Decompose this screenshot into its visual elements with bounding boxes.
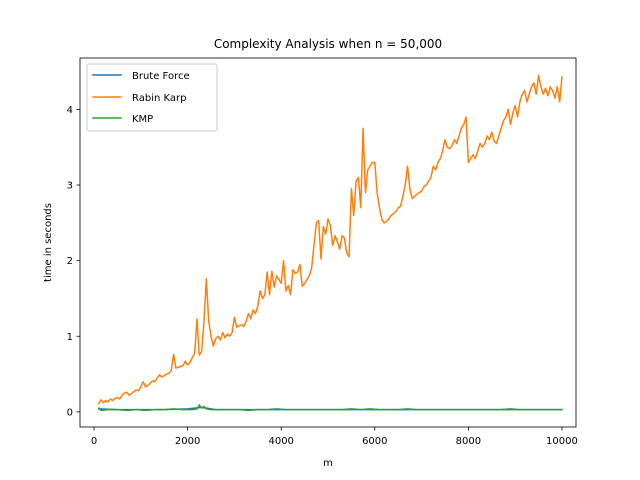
- x-tick-label: 4000: [268, 436, 293, 447]
- legend: Brute Force Rabin Karp KMP: [86, 63, 218, 132]
- x-tick-label: 6000: [362, 436, 387, 447]
- x-tick-label: 8000: [456, 436, 481, 447]
- y-axis: 0 1 2 3 4: [67, 105, 80, 418]
- y-tick-label: 0: [67, 407, 73, 418]
- y-tick-label: 4: [67, 105, 73, 116]
- legend-label-brute-force: Brute Force: [132, 71, 190, 82]
- x-axis-label: m: [323, 458, 333, 469]
- y-axis-label: time in seconds: [43, 203, 54, 282]
- plot-area: [97, 74, 563, 412]
- x-tick-label: 2000: [175, 436, 200, 447]
- legend-label-kmp: KMP: [132, 114, 153, 125]
- y-tick-label: 1: [67, 332, 73, 343]
- x-tick-label: 10000: [546, 436, 578, 447]
- x-axis: 0 2000 4000 6000 8000 10000: [91, 427, 578, 447]
- axes-frame: [79, 57, 577, 428]
- series-line-rabin-karp: [97, 74, 563, 405]
- series-line-kmp: [97, 404, 563, 412]
- legend-label-rabin-karp: Rabin Karp: [132, 93, 186, 104]
- chart-title: Complexity Analysis when n = 50,000: [214, 37, 442, 51]
- x-tick-label: 0: [91, 436, 97, 447]
- y-tick-label: 3: [67, 181, 73, 192]
- y-tick-label: 2: [67, 256, 73, 267]
- legend-box: [86, 63, 218, 132]
